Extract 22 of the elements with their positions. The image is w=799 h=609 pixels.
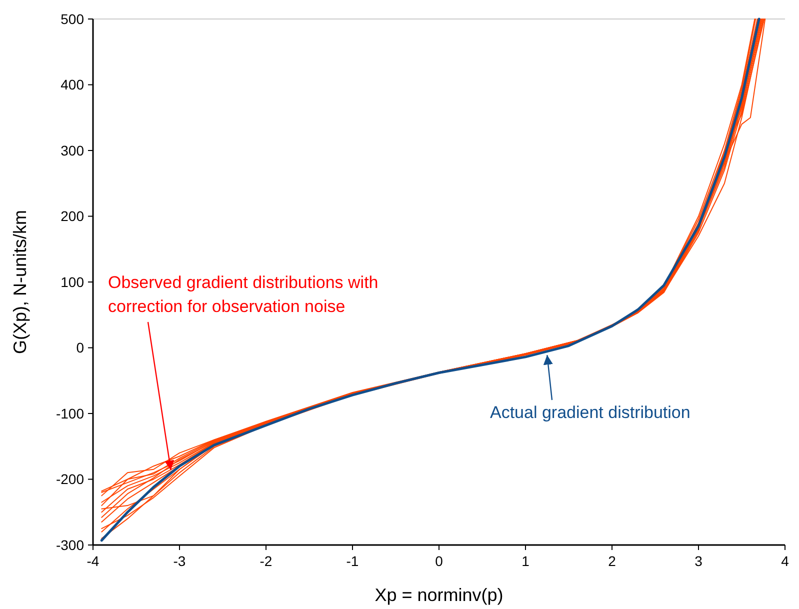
x-tick-label: -4 [86,553,100,569]
y-tick-label: 100 [60,274,84,290]
x-tick-label: -3 [173,553,186,569]
y-tick-label: 200 [60,208,84,224]
y-tick-label: 400 [60,76,84,93]
x-tick-label: -2 [260,553,272,569]
x-axis-title: Xp = norminv(p) [374,585,504,605]
y-tick-label: 0 [76,340,84,356]
x-tick-label: 0 [435,553,444,569]
x-tick-label: 4 [781,553,790,569]
annotation: Actual gradient distribution [490,403,690,422]
y-tick-label: 500 [60,10,84,27]
y-tick-label: 300 [60,142,84,158]
y-tick-label: -100 [56,405,84,422]
y-axis-title: G(Xp), N-units/km [10,210,30,354]
x-tick-label: 1 [522,553,530,569]
y-tick-label: -300 [56,536,84,553]
x-tick-label: 2 [608,553,616,569]
annotation: Observed gradient distributions with correction for observation noise [108,273,378,316]
x-tick-label: -1 [346,553,359,569]
y-tick-label: -200 [56,471,84,488]
x-tick-label: 3 [694,553,703,569]
